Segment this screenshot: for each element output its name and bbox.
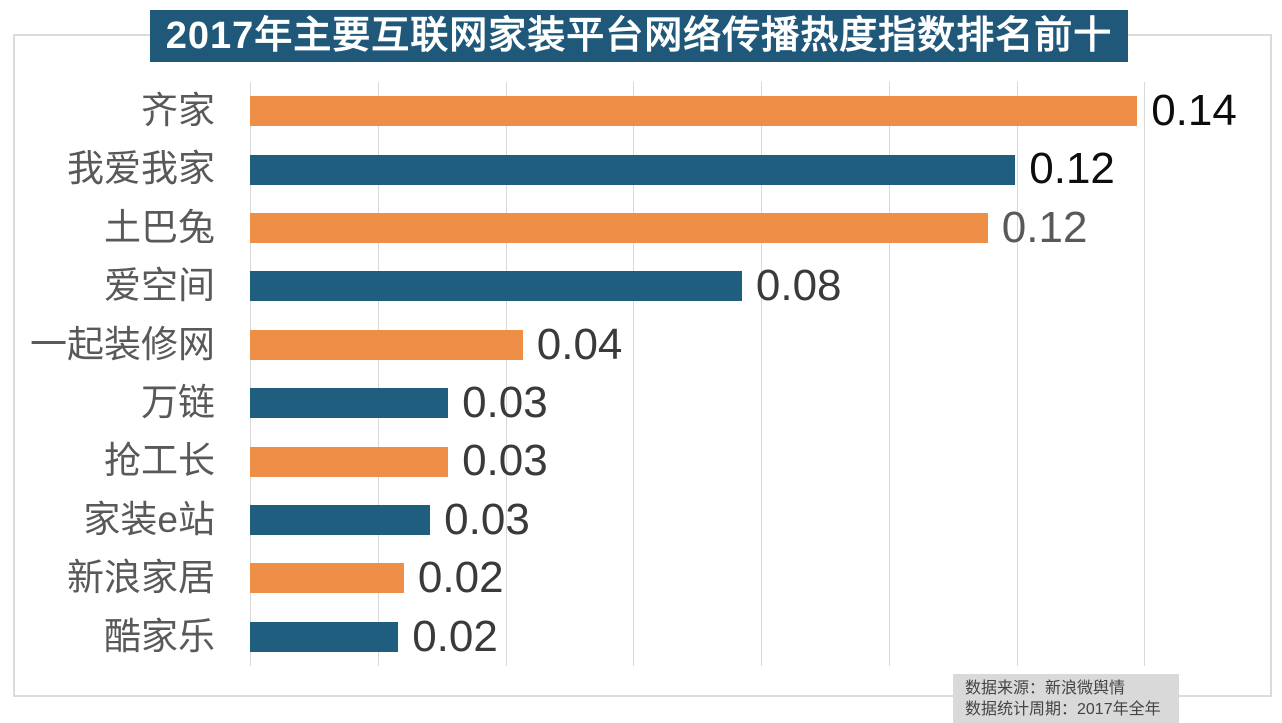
value-label: 0.12 bbox=[1029, 144, 1115, 194]
category-label: 一起装修网 bbox=[30, 323, 215, 365]
chart-row: 0.04 bbox=[250, 316, 1272, 374]
value-label: 0.12 bbox=[1001, 202, 1088, 252]
category-label: 土巴兔 bbox=[104, 206, 215, 248]
bar-齐家 bbox=[250, 96, 1138, 127]
chart-row: 0.08 bbox=[250, 257, 1272, 315]
chart-row: 0.02 bbox=[250, 608, 1272, 666]
gridline bbox=[250, 82, 251, 666]
bar-万链 bbox=[250, 388, 449, 419]
data-source-line: 数据来源：新浪微舆情 bbox=[965, 680, 1126, 697]
value-label: 0.02 bbox=[412, 611, 498, 661]
category-label: 我爱我家 bbox=[67, 148, 215, 190]
bar-一起装修网 bbox=[250, 329, 523, 360]
data-period-line: 数据统计周期：2017年全年 bbox=[965, 701, 1161, 718]
value-label: 0.08 bbox=[755, 261, 842, 311]
value-label: 0.03 bbox=[462, 436, 548, 486]
plot-frame bbox=[13, 34, 1272, 697]
gridline bbox=[377, 82, 379, 666]
chart-row: 0.14 bbox=[250, 82, 1272, 140]
gridline bbox=[1016, 82, 1018, 666]
category-label: 抢工长 bbox=[104, 440, 215, 482]
chart-row: 0.12 bbox=[250, 199, 1272, 257]
value-label: 0.03 bbox=[462, 378, 548, 427]
category-label: 爱空间 bbox=[104, 265, 215, 307]
category-axis: 齐家我爱我家土巴兔爱空间一起装修网万链抢工长家装e站新浪家居酷家乐 bbox=[0, 82, 218, 666]
category-label: 新浪家居 bbox=[67, 557, 215, 599]
chart-title: 2017年主要互联网家装平台网络传播热度指数排名前十 bbox=[150, 10, 1128, 62]
bar-家装e站 bbox=[250, 504, 431, 535]
category-label: 酷家乐 bbox=[104, 615, 215, 657]
category-label: 齐家 bbox=[141, 90, 215, 131]
bar-酷家乐 bbox=[250, 621, 399, 652]
value-label: 0.02 bbox=[417, 553, 504, 603]
bar-新浪家居 bbox=[250, 563, 404, 594]
gridline bbox=[505, 82, 507, 666]
data-source-note: 数据来源：新浪微舆情 数据统计周期：2017年全年 bbox=[953, 674, 1179, 723]
value-label: 0.04 bbox=[536, 319, 623, 369]
gridline bbox=[633, 82, 635, 666]
chart-row: 0.03 bbox=[250, 432, 1272, 490]
category-label: 万链 bbox=[141, 382, 215, 423]
bar-土巴兔 bbox=[250, 212, 988, 243]
gridline bbox=[1144, 82, 1146, 666]
value-label: 0.03 bbox=[444, 494, 530, 544]
plot-area: 0.14 0.12 0.12 0.08 0.04 0.03 0.03 0.03 0.02 0.02 bbox=[250, 82, 1272, 666]
bar-爱空间 bbox=[250, 271, 742, 302]
category-label: 家装e站 bbox=[83, 498, 215, 540]
bar-抢工长 bbox=[250, 446, 449, 477]
value-label: 0.14 bbox=[1151, 86, 1237, 135]
chart-row: 0.12 bbox=[250, 140, 1272, 198]
gridline bbox=[761, 82, 762, 666]
gridline bbox=[888, 82, 890, 666]
chart-row: 0.03 bbox=[250, 374, 1272, 432]
chart-row: 0.02 bbox=[250, 549, 1272, 607]
bar-我爱我家 bbox=[250, 154, 1016, 185]
chart-row: 0.03 bbox=[250, 491, 1272, 549]
